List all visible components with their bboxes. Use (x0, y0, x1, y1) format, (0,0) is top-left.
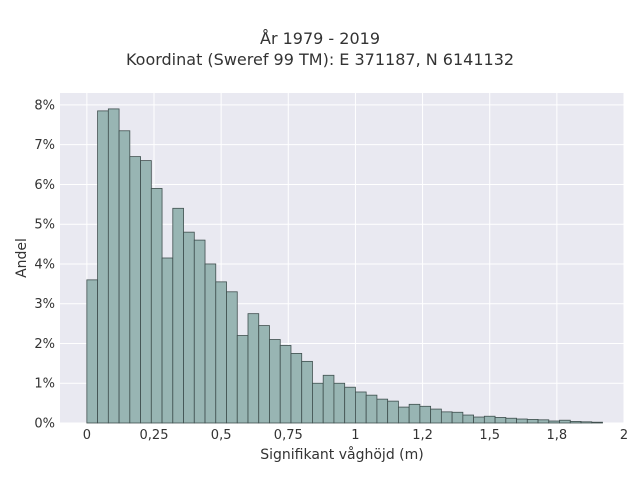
y-tick-label: 4% (34, 257, 55, 272)
x-tick-label: 2 (620, 428, 628, 443)
grid (60, 93, 625, 424)
y-tick-label: 3% (34, 297, 55, 312)
histogram-bar (247, 313, 260, 424)
x-tick-label: 0,75 (274, 428, 303, 443)
histogram-bar (161, 257, 174, 424)
histogram-bar (451, 411, 464, 424)
histogram-bar (140, 160, 152, 424)
histogram-bar (355, 391, 367, 424)
histogram-bar (430, 408, 442, 424)
histogram-bar (258, 325, 270, 424)
bars (86, 108, 603, 424)
histogram-bar (537, 419, 550, 424)
histogram-bar (548, 420, 560, 424)
histogram-bar (494, 417, 507, 424)
chart-subtitle: Koordinat (Sweref 99 TM): E 371187, N 61… (125, 50, 515, 69)
histogram-bar (376, 398, 389, 424)
histogram-bar (236, 335, 249, 424)
histogram-bar (569, 421, 582, 424)
histogram-bar (86, 279, 98, 424)
histogram-bar (322, 374, 335, 424)
histogram-bar (483, 415, 496, 424)
y-tick-label: 0% (34, 417, 55, 432)
histogram-bar (150, 188, 163, 424)
histogram-bar (312, 382, 324, 424)
histogram-bar (333, 382, 346, 424)
chart-title: År 1979 - 2019 (260, 29, 380, 48)
y-tick-label: 6% (34, 178, 55, 193)
x-axis-label: Signifikant våghöjd (m) (260, 447, 424, 463)
y-tick-label: 2% (34, 337, 55, 352)
histogram-bar (193, 239, 206, 424)
histogram-bar (183, 231, 195, 424)
x-tick-label: 1,8 (547, 428, 568, 443)
histogram-bar (505, 417, 517, 424)
x-tick-label: 0,5 (211, 428, 232, 443)
x-tick-label: 1 (351, 428, 359, 443)
histogram-bar (226, 291, 238, 424)
histogram-bar (440, 411, 453, 424)
histogram-bar (591, 421, 603, 424)
histogram-bar (462, 414, 475, 424)
x-axis-ticks: 0 0,25 0,5 0,75 1 1,2 1,5 1,8 2 (83, 428, 628, 443)
x-tick-label: 0 (83, 428, 91, 443)
histogram-bar (301, 360, 313, 424)
histogram-bar (559, 419, 571, 424)
histogram-bar (344, 386, 356, 424)
x-tick-label: 1,5 (479, 428, 500, 443)
y-axis-ticks: 0% 1% 2% 3% 4% 5% 6% 7% 8% (34, 98, 55, 431)
histogram-bar (365, 394, 378, 424)
histogram-bar (172, 207, 184, 424)
histogram-bar (269, 339, 281, 424)
y-tick-label: 5% (34, 218, 55, 233)
histogram-bar (290, 353, 303, 424)
histogram-bar (118, 130, 131, 424)
y-tick-label: 8% (34, 98, 55, 113)
x-tick-label: 0,25 (140, 428, 169, 443)
histogram-bar (473, 416, 485, 424)
y-axis-label: Andel (14, 238, 30, 278)
y-tick-label: 1% (34, 377, 55, 392)
y-tick-label: 7% (34, 138, 55, 153)
histogram-bar (516, 418, 528, 424)
histogram-bar (279, 345, 292, 424)
histogram-bar (580, 421, 593, 424)
histogram-bar (397, 406, 410, 424)
histogram-bar (107, 108, 120, 424)
histogram-bar (97, 110, 109, 424)
histogram-bar (204, 263, 217, 424)
histogram-bar (419, 405, 432, 424)
histogram-bar (408, 403, 421, 424)
histogram-bar (129, 156, 141, 424)
histogram-bar (526, 419, 539, 424)
histogram-bar (215, 281, 227, 424)
x-tick-label: 1,2 (412, 428, 433, 443)
histogram-bar (387, 400, 399, 424)
